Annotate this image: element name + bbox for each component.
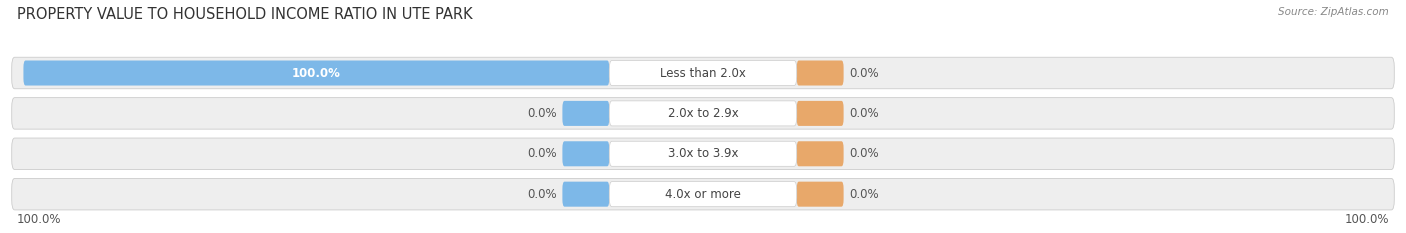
Text: 100.0%: 100.0%: [292, 66, 340, 79]
Text: 0.0%: 0.0%: [527, 147, 557, 160]
Text: 0.0%: 0.0%: [849, 107, 879, 120]
FancyBboxPatch shape: [609, 141, 797, 166]
Text: 2.0x to 2.9x: 2.0x to 2.9x: [668, 107, 738, 120]
FancyBboxPatch shape: [797, 141, 844, 166]
Text: 0.0%: 0.0%: [527, 188, 557, 201]
Text: Source: ZipAtlas.com: Source: ZipAtlas.com: [1278, 7, 1389, 17]
Text: 0.0%: 0.0%: [849, 188, 879, 201]
Text: 0.0%: 0.0%: [527, 107, 557, 120]
FancyBboxPatch shape: [797, 61, 844, 86]
FancyBboxPatch shape: [11, 138, 1395, 170]
FancyBboxPatch shape: [562, 141, 609, 166]
Text: Less than 2.0x: Less than 2.0x: [659, 66, 747, 79]
FancyBboxPatch shape: [11, 98, 1395, 129]
FancyBboxPatch shape: [24, 61, 609, 86]
FancyBboxPatch shape: [797, 101, 844, 126]
FancyBboxPatch shape: [562, 101, 609, 126]
Text: 0.0%: 0.0%: [849, 147, 879, 160]
Text: 0.0%: 0.0%: [849, 66, 879, 79]
Text: PROPERTY VALUE TO HOUSEHOLD INCOME RATIO IN UTE PARK: PROPERTY VALUE TO HOUSEHOLD INCOME RATIO…: [17, 7, 472, 22]
FancyBboxPatch shape: [609, 182, 797, 207]
FancyBboxPatch shape: [609, 101, 797, 126]
Text: 100.0%: 100.0%: [17, 212, 62, 226]
Text: 100.0%: 100.0%: [1344, 212, 1389, 226]
Text: 4.0x or more: 4.0x or more: [665, 188, 741, 201]
FancyBboxPatch shape: [797, 182, 844, 207]
FancyBboxPatch shape: [11, 178, 1395, 210]
Text: 3.0x to 3.9x: 3.0x to 3.9x: [668, 147, 738, 160]
FancyBboxPatch shape: [609, 61, 797, 86]
FancyBboxPatch shape: [562, 182, 609, 207]
FancyBboxPatch shape: [11, 57, 1395, 89]
